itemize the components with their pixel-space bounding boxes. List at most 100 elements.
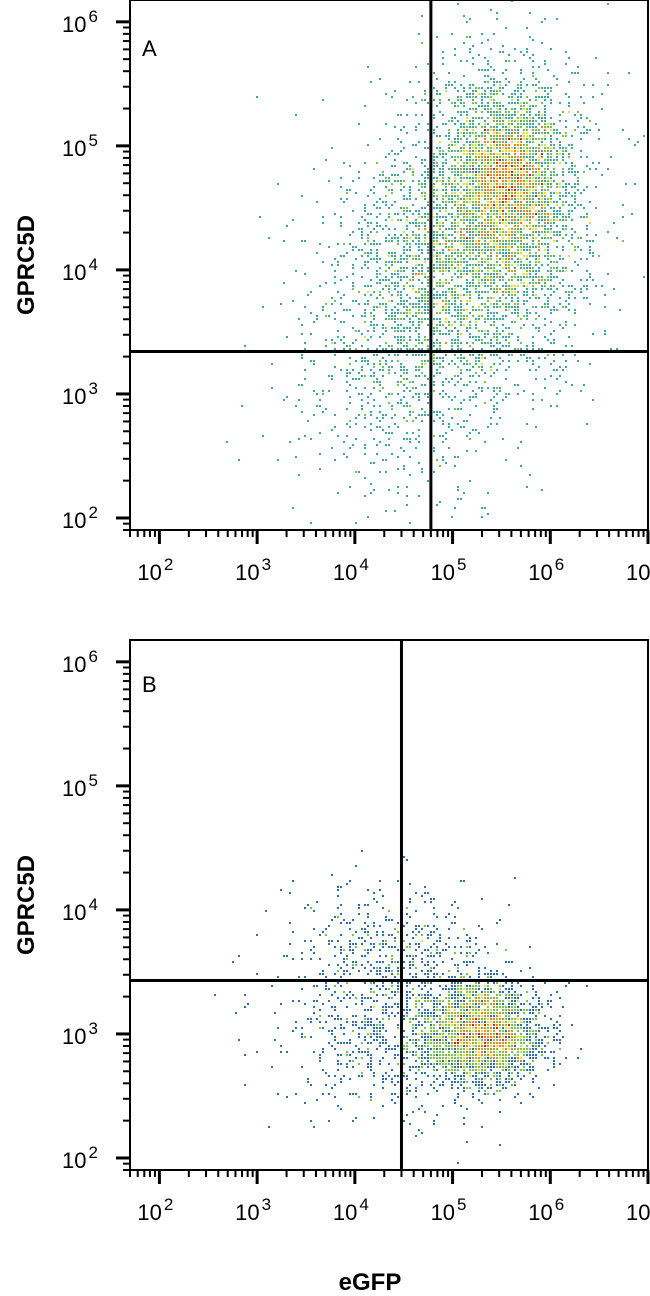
event-dot — [427, 306, 429, 308]
event-dot — [538, 168, 540, 170]
event-dot — [460, 198, 462, 200]
event-dot — [502, 105, 504, 107]
event-dot — [565, 195, 567, 197]
event-dot — [370, 315, 372, 317]
event-dot — [529, 252, 531, 254]
event-dot — [493, 249, 495, 251]
event-dot — [568, 183, 570, 185]
event-dot — [550, 144, 552, 146]
event-dot — [541, 120, 543, 122]
event-dot — [331, 940, 333, 942]
event-dot — [544, 225, 546, 227]
event-dot — [490, 312, 492, 314]
y-tick-label: 10 3 — [62, 379, 98, 409]
event-dot — [325, 982, 327, 984]
event-dot — [472, 985, 474, 987]
event-dot — [370, 982, 372, 984]
event-dot — [505, 288, 507, 290]
event-dot — [415, 949, 417, 951]
event-dot — [403, 210, 405, 212]
event-dot — [499, 318, 501, 320]
event-dot — [547, 339, 549, 341]
event-dot — [520, 465, 522, 467]
event-dot — [472, 225, 474, 227]
event-dot — [496, 249, 498, 251]
event-dot — [550, 207, 552, 209]
event-dot — [538, 156, 540, 158]
event-dot — [397, 348, 399, 350]
event-dot — [355, 946, 357, 948]
event-dot — [559, 231, 561, 233]
event-dot — [421, 270, 423, 272]
event-dot — [520, 144, 522, 146]
event-dot — [388, 964, 390, 966]
event-dot — [421, 321, 423, 323]
event-dot — [421, 1006, 423, 1008]
event-dot — [520, 96, 522, 98]
event-dot — [544, 96, 546, 98]
event-dot — [505, 246, 507, 248]
event-dot — [382, 982, 384, 984]
event-dot — [460, 255, 462, 257]
event-dot — [472, 93, 474, 95]
event-dot — [568, 210, 570, 212]
event-dot — [313, 946, 315, 948]
event-dot — [448, 240, 450, 242]
event-dot — [331, 919, 333, 921]
event-dot — [487, 492, 489, 494]
event-dot — [391, 366, 393, 368]
event-dot — [529, 210, 531, 212]
event-dot — [562, 246, 564, 248]
event-dot — [406, 495, 408, 497]
event-dot — [478, 195, 480, 197]
event-dot — [301, 354, 303, 356]
event-dot — [349, 189, 351, 191]
event-dot — [442, 456, 444, 458]
event-dot — [514, 877, 516, 879]
event-dot — [469, 946, 471, 948]
event-dot — [385, 330, 387, 332]
event-dot — [562, 135, 564, 137]
event-dot — [433, 87, 435, 89]
event-dot — [454, 456, 456, 458]
event-dot — [406, 985, 408, 987]
event-dot — [409, 246, 411, 248]
event-dot — [496, 216, 498, 218]
event-dot — [478, 366, 480, 368]
event-dot — [496, 225, 498, 227]
event-dot — [451, 339, 453, 341]
event-dot — [550, 285, 552, 287]
event-dot — [433, 195, 435, 197]
event-dot — [436, 964, 438, 966]
event-dot — [466, 285, 468, 287]
event-dot — [481, 279, 483, 281]
event-dot — [481, 330, 483, 332]
event-dot — [343, 958, 345, 960]
event-dot — [550, 231, 552, 233]
event-dot — [445, 258, 447, 260]
event-dot — [577, 171, 579, 173]
event-dot — [547, 132, 549, 134]
event-dot — [469, 189, 471, 191]
event-dot — [517, 201, 519, 203]
event-dot — [517, 129, 519, 131]
event-dot — [523, 219, 525, 221]
event-dot — [367, 303, 369, 305]
event-dot — [541, 210, 543, 212]
event-dot — [361, 943, 363, 945]
event-dot — [475, 96, 477, 98]
event-dot — [394, 991, 396, 993]
event-dot — [391, 405, 393, 407]
event-dot — [466, 111, 468, 113]
event-dot — [244, 1006, 246, 1008]
event-dot — [481, 42, 483, 44]
event-dot — [538, 138, 540, 140]
event-dot — [418, 312, 420, 314]
event-dot — [490, 225, 492, 227]
event-dot — [445, 186, 447, 188]
event-dot — [472, 955, 474, 957]
event-dot — [418, 396, 420, 398]
event-dot — [460, 324, 462, 326]
event-dot — [517, 90, 519, 92]
event-dot — [484, 183, 486, 185]
